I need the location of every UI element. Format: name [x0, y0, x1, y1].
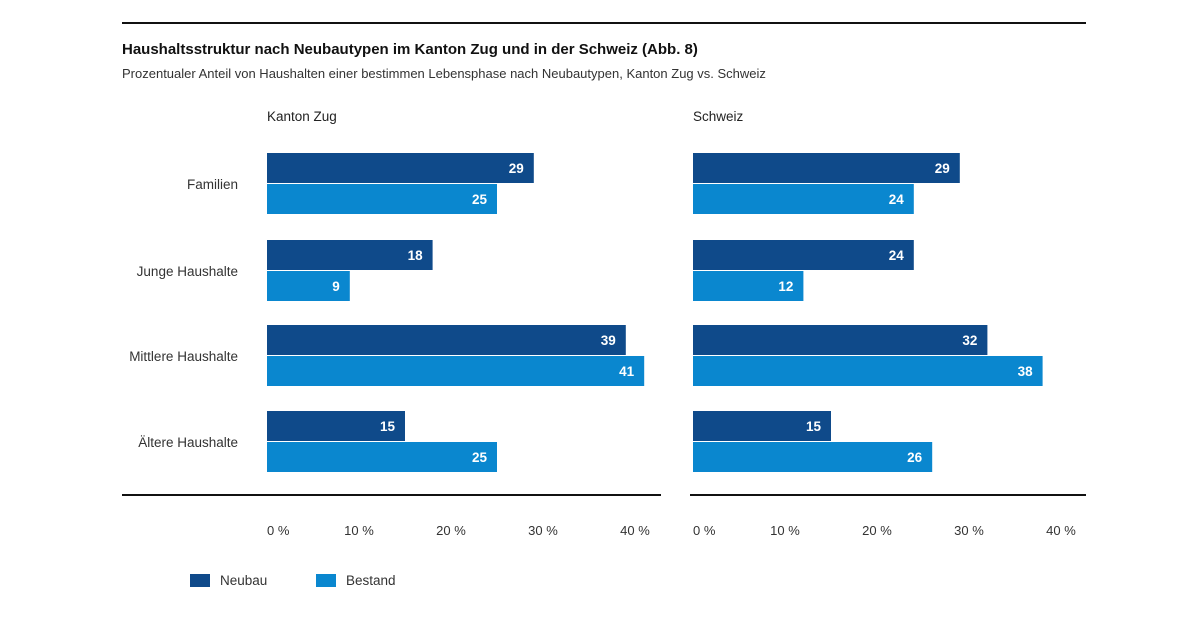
data-label-kanton-zug-neubau-mittlere-haushalte: 39 — [601, 333, 616, 348]
tick-label-schweiz-3: 30 % — [954, 523, 984, 538]
legend-swatch-bestand — [316, 574, 336, 587]
tick-label-schweiz-1: 10 % — [770, 523, 800, 538]
bar-kanton-zug-bestand-mittlere-haushalte — [267, 356, 645, 386]
data-label-schweiz-neubau-familien: 29 — [935, 161, 950, 176]
tick-label-kanton-zug-1: 10 % — [344, 523, 374, 538]
bar-kanton-zug-neubau-aeltere-haushalte — [267, 411, 405, 441]
data-label-kanton-zug-bestand-familien: 25 — [472, 192, 488, 207]
data-label-schweiz-neubau-aeltere-haushalte: 15 — [806, 419, 822, 434]
bar-schweiz-neubau-junge-haushalte — [693, 240, 914, 270]
bar-kanton-zug-neubau-mittlere-haushalte — [267, 325, 626, 355]
data-label-schweiz-bestand-junge-haushalte: 12 — [778, 279, 793, 294]
legend-item-neubau: Neubau — [190, 573, 267, 588]
legend-label-bestand: Bestand — [346, 573, 396, 588]
tick-label-kanton-zug-0: 0 % — [267, 523, 290, 538]
bar-schweiz-bestand-junge-haushalte — [693, 271, 804, 301]
legend-swatch-neubau — [190, 574, 210, 587]
axis-line-kanton-zug — [122, 494, 661, 496]
tick-label-kanton-zug-3: 30 % — [528, 523, 558, 538]
panel-title-schweiz: Schweiz — [693, 109, 744, 124]
data-label-schweiz-bestand-aeltere-haushalte: 26 — [907, 450, 923, 465]
data-label-schweiz-bestand-familien: 24 — [889, 192, 905, 207]
bar-kanton-zug-neubau-familien — [267, 153, 534, 183]
top-rule — [122, 22, 1086, 24]
tick-label-schweiz-2: 20 % — [862, 523, 892, 538]
bar-schweiz-neubau-aeltere-haushalte — [693, 411, 831, 441]
data-label-schweiz-neubau-mittlere-haushalte: 32 — [962, 333, 977, 348]
tick-label-schweiz-0: 0 % — [693, 523, 716, 538]
bar-kanton-zug-neubau-junge-haushalte — [267, 240, 433, 270]
chart-title: Haushaltsstruktur nach Neubautypen im Ka… — [122, 41, 698, 58]
bar-kanton-zug-bestand-aeltere-haushalte — [267, 442, 497, 472]
category-label-aeltere-haushalte: Ältere Haushalte — [138, 435, 238, 450]
bar-kanton-zug-bestand-familien — [267, 184, 497, 214]
legend-item-bestand: Bestand — [316, 573, 396, 588]
chart-subtitle: Prozentualer Anteil von Haushalten einer… — [122, 66, 766, 81]
bar-schweiz-bestand-aeltere-haushalte — [693, 442, 933, 472]
category-label-mittlere-haushalte: Mittlere Haushalte — [129, 349, 238, 364]
legend-label-neubau: Neubau — [220, 573, 268, 588]
tick-label-schweiz-4: 40 % — [1046, 523, 1076, 538]
bar-kanton-zug-bestand-junge-haushalte — [267, 271, 350, 301]
data-label-kanton-zug-bestand-aeltere-haushalte: 25 — [472, 450, 488, 465]
axis-line-schweiz — [690, 494, 1086, 496]
tick-label-kanton-zug-4: 40 % — [620, 523, 650, 538]
bar-schweiz-neubau-mittlere-haushalte — [693, 325, 988, 355]
data-label-schweiz-neubau-junge-haushalte: 24 — [889, 248, 905, 263]
bar-schweiz-bestand-mittlere-haushalte — [693, 356, 1043, 386]
data-label-schweiz-bestand-mittlere-haushalte: 38 — [1018, 364, 1034, 379]
bar-schweiz-bestand-familien — [693, 184, 914, 214]
panel-title-kanton-zug: Kanton Zug — [267, 109, 337, 124]
category-label-junge-haushalte: Junge Haushalte — [137, 264, 238, 279]
data-label-kanton-zug-neubau-familien: 29 — [509, 161, 524, 176]
tick-label-kanton-zug-2: 20 % — [436, 523, 466, 538]
category-label-familien: Familien — [187, 177, 238, 192]
data-label-kanton-zug-bestand-junge-haushalte: 9 — [332, 279, 340, 294]
data-label-kanton-zug-neubau-aeltere-haushalte: 15 — [380, 419, 396, 434]
data-label-kanton-zug-neubau-junge-haushalte: 18 — [408, 248, 424, 263]
data-label-kanton-zug-bestand-mittlere-haushalte: 41 — [619, 364, 635, 379]
bar-schweiz-neubau-familien — [693, 153, 960, 183]
